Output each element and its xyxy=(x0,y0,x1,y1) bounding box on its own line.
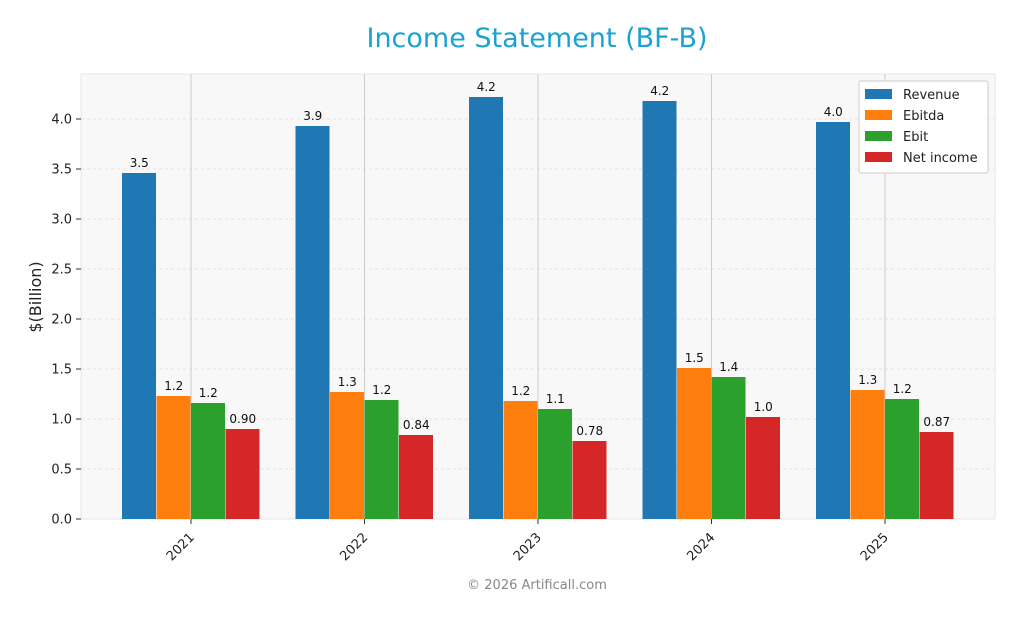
bar-value-label: 1.2 xyxy=(164,379,183,393)
chart-title: Income Statement (BF-B) xyxy=(366,23,707,54)
bar xyxy=(295,126,330,519)
footer-copyright: © 2026 Artificall.com xyxy=(467,578,607,593)
x-tick-label: 2022 xyxy=(337,530,371,564)
bar xyxy=(711,377,746,519)
bar xyxy=(191,403,225,519)
bar-value-label: 0.78 xyxy=(576,424,603,438)
x-tick-label: 2021 xyxy=(164,530,198,564)
bar-value-label: 1.2 xyxy=(372,383,391,397)
y-tick-label: 0.5 xyxy=(51,463,72,478)
bar-value-label: 3.5 xyxy=(130,156,149,170)
legend-entry-label: Ebitda xyxy=(903,109,944,124)
legend-swatch xyxy=(865,131,892,141)
bars-layer xyxy=(122,97,954,519)
legend-swatch xyxy=(865,152,892,162)
bar xyxy=(885,399,919,519)
bar-value-label: 0.90 xyxy=(229,412,256,426)
bar xyxy=(469,97,503,519)
legend: Revenue Ebitda Ebit Net income xyxy=(858,80,989,174)
bar-value-label: 1.0 xyxy=(754,400,773,414)
y-tick-label: 0.0 xyxy=(51,513,72,528)
bar-value-label: 1.3 xyxy=(338,375,357,389)
bar-value-label: 1.2 xyxy=(893,382,912,396)
bar xyxy=(330,392,364,519)
bar xyxy=(399,435,433,519)
legend-entry-label: Net income xyxy=(903,151,978,166)
y-tick-label: 3.0 xyxy=(51,213,72,228)
legend-entry-label: Ebit xyxy=(903,130,928,145)
y-tick-label: 2.0 xyxy=(51,313,72,328)
legend-swatch xyxy=(865,110,892,120)
bar-value-label: 1.1 xyxy=(546,392,565,406)
y-axis-label: $(Billion) xyxy=(26,261,45,332)
bar-value-label: 4.2 xyxy=(650,84,669,98)
bar xyxy=(572,441,607,519)
bar xyxy=(156,396,191,519)
bar-value-label: 1.5 xyxy=(685,351,704,365)
y-tick-label: 4.0 xyxy=(51,113,72,128)
bar-value-label: 1.2 xyxy=(511,384,530,398)
x-tick-label: 2025 xyxy=(858,530,892,564)
bar xyxy=(642,101,677,519)
y-tick-label: 3.5 xyxy=(51,163,72,178)
bar xyxy=(677,368,711,519)
bar xyxy=(816,122,850,519)
legend-entry-label: Revenue xyxy=(903,88,960,103)
bar-value-label: 1.2 xyxy=(199,386,218,400)
bar xyxy=(122,173,156,519)
legend-swatch xyxy=(865,89,892,99)
y-tick-label: 1.5 xyxy=(51,363,72,378)
bar xyxy=(503,401,538,519)
bar xyxy=(364,400,399,519)
bar xyxy=(538,409,572,519)
bar-value-label: 4.0 xyxy=(824,105,843,119)
bar-labels-layer: 3.5 1.2 1.2 0.90 3.9 1.3 1.2 0.84 4.2 1.2 1.1 0.78 4… xyxy=(130,80,950,438)
x-tick-label: 2024 xyxy=(684,530,718,564)
bar-value-label: 1.3 xyxy=(858,373,877,387)
bar xyxy=(746,417,780,519)
bar xyxy=(850,390,885,519)
bar-value-label: 0.87 xyxy=(923,415,950,429)
x-tick-label: 2023 xyxy=(511,530,545,564)
bar-value-label: 0.84 xyxy=(403,418,430,432)
bar-value-label: 4.2 xyxy=(477,80,496,94)
bar xyxy=(919,432,954,519)
x-axis: 2021 2022 2023 2024 2025 xyxy=(164,519,892,564)
legend-box xyxy=(858,80,989,174)
y-tick-label: 1.0 xyxy=(51,413,72,428)
bar xyxy=(225,429,260,519)
bar-value-label: 1.4 xyxy=(719,360,738,374)
y-tick-label: 2.5 xyxy=(51,263,72,278)
bar-value-label: 3.9 xyxy=(303,109,322,123)
y-axis: 0.0 0.5 1.0 1.5 2.0 2.5 3.0 3.5 4.0 xyxy=(51,113,81,528)
